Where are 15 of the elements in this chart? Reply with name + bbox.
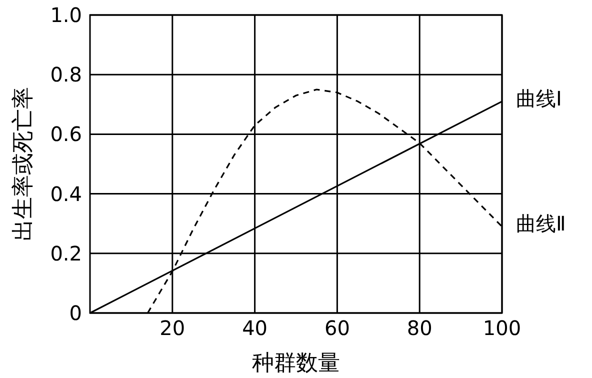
y-tick-label: 0.2 — [50, 241, 82, 266]
x-tick-label: 100 — [482, 316, 522, 340]
y-tick-label: 0.4 — [50, 182, 82, 206]
y-tick-label: 0 — [69, 301, 82, 325]
y-axis-title: 出生率或死亡率 — [11, 87, 36, 241]
y-tick-label: 0.8 — [50, 62, 82, 87]
x-tick-label: 20 — [160, 316, 186, 340]
series-label: 曲线Ⅱ — [516, 212, 566, 236]
x-tick-label: 40 — [242, 316, 268, 340]
y-tick-label: 0.6 — [50, 122, 82, 146]
x-tick-label: 80 — [406, 316, 432, 340]
x-tick-label: 60 — [324, 316, 350, 340]
series-label: 曲线Ⅰ — [516, 86, 562, 110]
y-tick-label: 1.0 — [50, 3, 82, 27]
x-axis-title: 种群数量 — [252, 351, 340, 376]
